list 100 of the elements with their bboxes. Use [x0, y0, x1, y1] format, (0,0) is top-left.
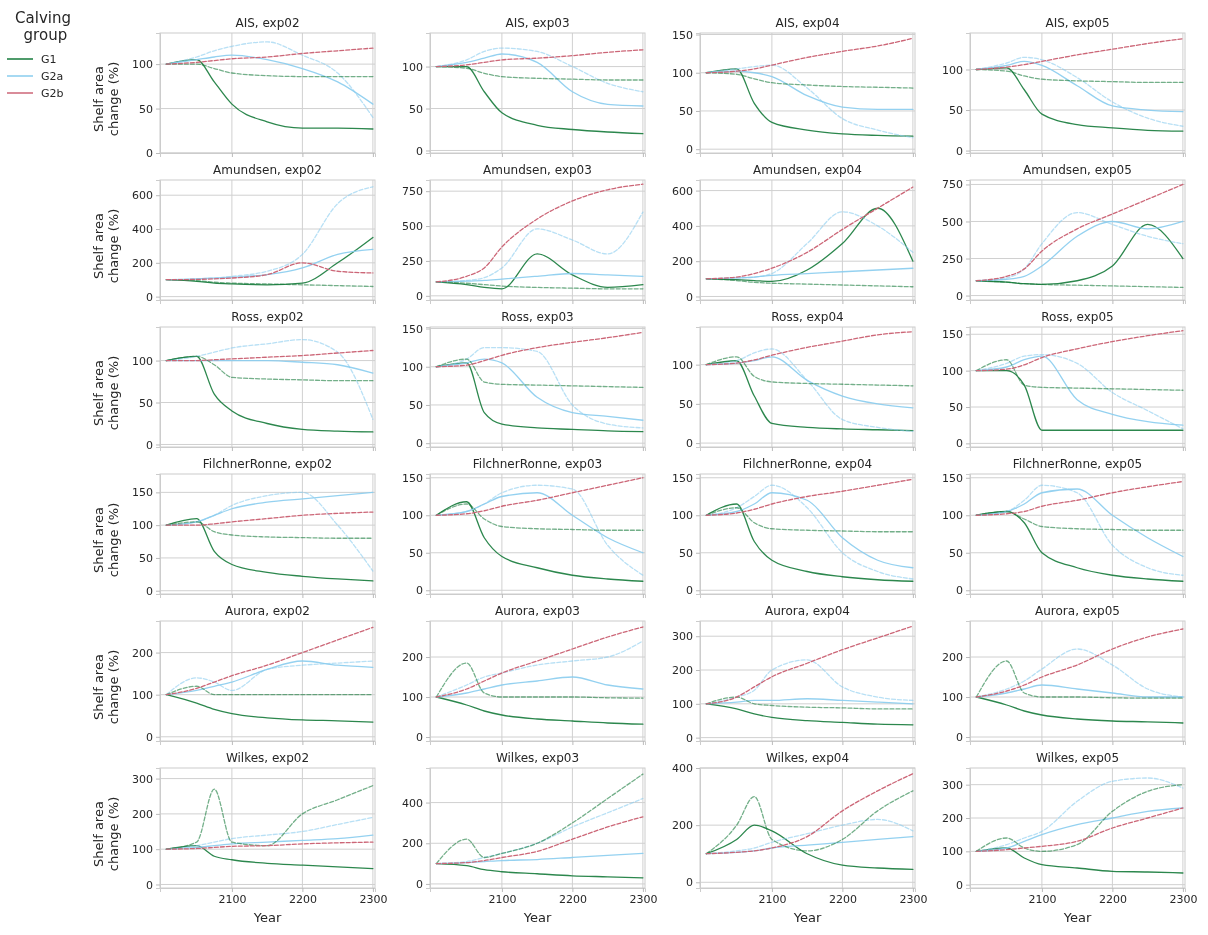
chart-title: Amundsen, exp03 — [483, 163, 592, 177]
y-tick-label: 250 — [942, 252, 963, 266]
line-series — [975, 480, 1184, 516]
line-series — [435, 626, 644, 698]
y-tick-label: 150 — [132, 486, 153, 500]
y-tick-label: 200 — [942, 651, 963, 665]
y-tick-label: 500 — [402, 220, 423, 234]
chart-title: Ross, exp03 — [501, 310, 574, 324]
y-tick-label: 200 — [672, 255, 693, 269]
line-series — [705, 478, 914, 516]
chart-title: Aurora, exp05 — [1035, 604, 1120, 618]
line-series — [435, 183, 644, 283]
y-tick-label: 600 — [672, 184, 693, 198]
y-tick-label: 0 — [146, 584, 153, 598]
x-tick-label: 2100 — [218, 892, 247, 906]
y-tick-label: 100 — [672, 358, 693, 372]
y-tick-label: 50 — [139, 102, 153, 116]
y-tick-label: 100 — [672, 509, 693, 523]
chart-title: Wilkes, exp02 — [225, 751, 310, 765]
chart-title: AIS, exp05 — [1045, 16, 1110, 30]
y-tick-label: 100 — [942, 364, 963, 378]
legend-label: G2a — [41, 70, 64, 83]
chart-title: Aurora, exp04 — [765, 604, 850, 618]
x-axis-title: Year — [252, 910, 282, 925]
x-axis-title: Year — [522, 910, 552, 925]
line-series — [435, 477, 644, 516]
line-series — [165, 626, 374, 696]
x-tick-label: 2100 — [1028, 892, 1057, 906]
legend-label: G1 — [41, 53, 57, 66]
y-axis-title: Shelf area change (%) — [90, 796, 121, 872]
y-tick-label: 750 — [942, 178, 963, 192]
y-tick-label: 0 — [686, 437, 693, 451]
chart-title: Wilkes, exp05 — [1035, 751, 1120, 765]
y-tick-label: 0 — [956, 289, 963, 303]
y-tick-label: 100 — [942, 63, 963, 77]
y-tick-label: 100 — [402, 691, 423, 705]
chart-title: FilchnerRonne, exp02 — [202, 457, 333, 471]
y-tick-label: 100 — [672, 697, 693, 711]
y-tick-label: 100 — [132, 843, 153, 857]
chart-title: Aurora, exp02 — [225, 604, 310, 618]
y-tick-label: 200 — [672, 819, 693, 833]
y-tick-label: 0 — [416, 584, 423, 598]
chart-title: Wilkes, exp04 — [765, 751, 850, 765]
line-series — [435, 816, 644, 865]
chart-title: Amundsen, exp04 — [753, 163, 862, 177]
y-tick-label: 0 — [146, 878, 153, 892]
y-tick-label: 150 — [672, 471, 693, 485]
y-tick-label: 0 — [416, 144, 423, 158]
x-axis-title: Year — [1062, 910, 1092, 925]
y-tick-label: 150 — [942, 471, 963, 485]
line-series — [165, 841, 374, 850]
x-tick-label: 2300 — [359, 892, 388, 906]
y-tick-label: 200 — [402, 651, 423, 665]
x-tick-label: 2200 — [558, 892, 587, 906]
y-tick-label: 0 — [686, 584, 693, 598]
y-tick-label: 150 — [942, 328, 963, 342]
chart-title: FilchnerRonne, exp04 — [742, 457, 873, 471]
chart-title: Wilkes, exp03 — [495, 751, 580, 765]
y-tick-label: 200 — [132, 646, 153, 660]
y-tick-label: 0 — [416, 437, 423, 451]
y-tick-label: 200 — [402, 837, 423, 851]
y-tick-label: 0 — [686, 143, 693, 157]
y-tick-label: 100 — [942, 509, 963, 523]
y-tick-label: 0 — [146, 438, 153, 452]
line-series — [705, 773, 914, 855]
line-series — [435, 331, 644, 368]
legend-title: Calving group — [15, 8, 71, 44]
chart-title: FilchnerRonne, exp03 — [472, 457, 603, 471]
y-tick-label: 100 — [942, 845, 963, 859]
x-tick-label: 2100 — [488, 892, 517, 906]
y-tick-label: 0 — [146, 290, 153, 304]
y-tick-label: 50 — [949, 104, 963, 118]
y-tick-label: 0 — [686, 876, 693, 890]
y-tick-label: 50 — [409, 398, 423, 412]
legend-label: G2b — [41, 87, 64, 100]
x-axis-title: Year — [792, 910, 822, 925]
line-series — [975, 183, 1184, 282]
y-tick-label: 50 — [409, 546, 423, 560]
y-tick-label: 400 — [132, 223, 153, 237]
y-axis-title: Shelf area change (%) — [90, 61, 121, 137]
y-tick-label: 150 — [402, 322, 423, 336]
x-tick-label: 2300 — [1169, 892, 1198, 906]
y-axis-title: Shelf area change (%) — [90, 208, 121, 284]
y-tick-label: 100 — [942, 691, 963, 705]
y-axis-title: Shelf area change (%) — [90, 649, 121, 725]
y-tick-label: 0 — [956, 731, 963, 745]
chart-title: AIS, exp02 — [235, 16, 300, 30]
y-axis-title: Shelf area change (%) — [90, 355, 121, 431]
x-tick-label: 2300 — [899, 892, 928, 906]
y-tick-label: 0 — [416, 289, 423, 303]
line-series — [165, 47, 374, 65]
x-tick-label: 2200 — [288, 892, 317, 906]
line-series — [975, 38, 1184, 71]
line-series — [975, 628, 1184, 698]
y-tick-label: 50 — [679, 546, 693, 560]
y-tick-label: 0 — [956, 584, 963, 598]
y-tick-label: 0 — [956, 144, 963, 158]
line-series — [165, 349, 374, 362]
y-tick-label: 150 — [402, 471, 423, 485]
y-tick-label: 100 — [132, 688, 153, 702]
